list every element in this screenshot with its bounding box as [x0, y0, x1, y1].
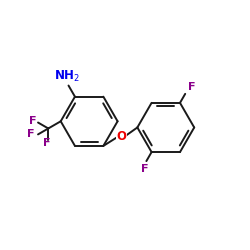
- Text: F: F: [43, 138, 51, 148]
- Text: F: F: [27, 130, 35, 140]
- Text: F: F: [29, 116, 36, 126]
- Text: F: F: [142, 164, 149, 174]
- Text: F: F: [188, 82, 195, 92]
- Text: NH$_2$: NH$_2$: [54, 68, 80, 84]
- Text: O: O: [116, 130, 126, 143]
